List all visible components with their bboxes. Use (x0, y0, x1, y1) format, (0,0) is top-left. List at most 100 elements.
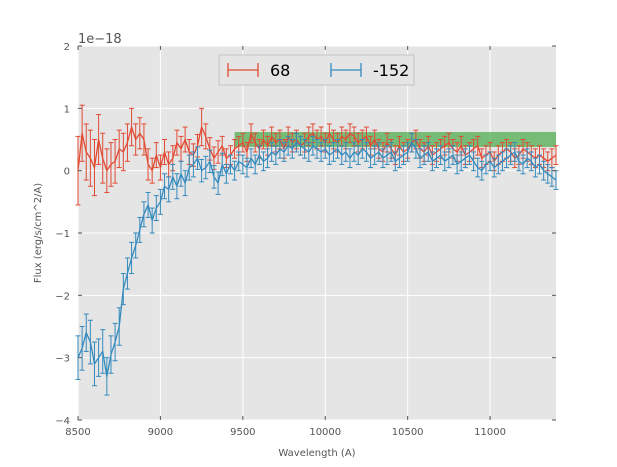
errorbar-1-71 (368, 148, 374, 169)
errorbar-1-107 (516, 151, 522, 172)
errorbar-1-52 (289, 139, 295, 159)
y-tick-label-2: 0 (64, 167, 70, 178)
errorbar-1-60 (322, 139, 328, 159)
errorbar-1-91 (450, 145, 456, 165)
axis-ticks: 8500 9000 9500 10000 10500 11000 2 1 0 −1 −2 −3 −4 (55, 42, 556, 438)
errorbar-1-33 (211, 165, 217, 189)
x-tick-label-1: 9000 (148, 427, 173, 438)
errorbar-1-25 (178, 160, 184, 187)
errorbar-1-48 (273, 145, 279, 165)
errorbar-1-50 (281, 142, 287, 162)
errorbar-1-41 (244, 157, 250, 178)
errorbar-1-28 (190, 151, 196, 178)
errorbar-1-31 (203, 155, 209, 180)
errorbar-1-51 (285, 135, 291, 156)
errorbar-0-21 (162, 139, 168, 165)
errorbar-0-12 (124, 123, 130, 162)
errorbar-1-21 (162, 173, 168, 200)
errorbar-0-6 (100, 132, 106, 184)
errorbar-0-2 (83, 123, 89, 181)
errorbar-1-92 (454, 154, 460, 175)
series-layer (75, 104, 559, 396)
errorbar-1-20 (157, 188, 163, 215)
errorbar-1-74 (380, 148, 386, 169)
errorbar-1-102 (495, 154, 501, 175)
errorbar-1-5 (96, 338, 102, 377)
errorbar-1-36 (223, 163, 229, 184)
errorbar-1-100 (487, 151, 493, 172)
errorbar-1-10 (116, 307, 122, 346)
errorbar-1-2 (83, 313, 89, 352)
errorbar-1-30 (199, 158, 205, 183)
errorbar-0-3 (87, 129, 93, 187)
errorbar-1-90 (446, 148, 452, 169)
series-1 (75, 132, 559, 396)
errorbar-0-20 (157, 154, 163, 181)
errorbar-1-79 (401, 145, 407, 165)
errorbar-1-66 (347, 148, 353, 169)
errorbar-1-8 (108, 335, 114, 374)
errorbar-0-13 (129, 107, 135, 147)
errorbar-1-88 (438, 145, 444, 165)
y-tick-label-1: 1 (64, 104, 70, 115)
errorbar-1-69 (359, 139, 365, 159)
errorbar-1-59 (318, 142, 324, 162)
legend-entry-0: 68 (227, 61, 290, 80)
errorbar-0-8 (108, 142, 114, 187)
errorbar-1-61 (326, 145, 332, 165)
errorbar-1-105 (508, 145, 514, 165)
errorbar-1-18 (149, 207, 155, 234)
errorbar-0-38 (232, 139, 238, 159)
errorbar-1-13 (129, 241, 135, 275)
errorbar-1-37 (227, 154, 233, 175)
errorbar-1-114 (545, 163, 551, 184)
y-axis-label: Flux (erg/s/cm^2/A) (33, 183, 44, 283)
y-tick-label-0: 2 (64, 42, 70, 53)
errorbar-1-43 (252, 154, 258, 175)
errorbar-1-54 (298, 135, 304, 156)
errorbar-1-17 (145, 191, 151, 218)
grid (77, 45, 556, 421)
errorbar-1-3 (87, 319, 93, 365)
errorbar-1-65 (343, 142, 349, 162)
errorbar-1-32 (207, 149, 213, 174)
errorbar-1-101 (491, 157, 497, 178)
errorbar-1-19 (153, 195, 159, 222)
errorbar-0-34 (215, 140, 221, 164)
errorbar-1-38 (232, 160, 238, 181)
errorbar-1-96 (471, 151, 477, 172)
errorbar-0-7 (104, 148, 110, 193)
errorbar-1-14 (133, 232, 139, 259)
legend-label-1: -152 (373, 61, 409, 80)
errorbar-1-85 (425, 142, 431, 162)
errorbar-1-86 (429, 151, 435, 172)
errorbar-0-1 (79, 104, 85, 162)
errorbar-1-110 (528, 151, 534, 172)
errorbar-1-29 (195, 146, 200, 170)
errorbar-1-68 (355, 145, 361, 165)
errorbar-1-56 (306, 142, 312, 162)
errorbar-0-11 (120, 132, 126, 172)
x-axis-label: Wavelength (A) (278, 448, 355, 459)
errorbar-1-80 (405, 142, 411, 162)
errorbar-1-67 (351, 142, 357, 162)
errorbar-1-46 (265, 148, 271, 169)
errorbar-1-4 (91, 341, 97, 387)
errorbar-1-34 (215, 171, 221, 195)
errorbar-1-94 (462, 148, 468, 169)
errorbar-1-44 (256, 145, 262, 165)
errorbar-1-78 (396, 148, 402, 169)
errorbar-0-24 (174, 129, 180, 156)
errorbar-0-5 (96, 114, 102, 165)
errorbar-0-30 (199, 107, 205, 147)
errorbar-1-11 (120, 273, 126, 306)
errorbar-1-55 (302, 139, 308, 159)
errorbar-0-16 (141, 123, 147, 156)
errorbar-1-42 (248, 148, 254, 169)
errorbar-1-9 (112, 322, 118, 362)
errorbar-1-104 (504, 148, 510, 169)
errorbar-0-42 (248, 123, 254, 144)
errorbar-1-115 (549, 167, 555, 187)
errorbar-1-49 (277, 139, 283, 159)
